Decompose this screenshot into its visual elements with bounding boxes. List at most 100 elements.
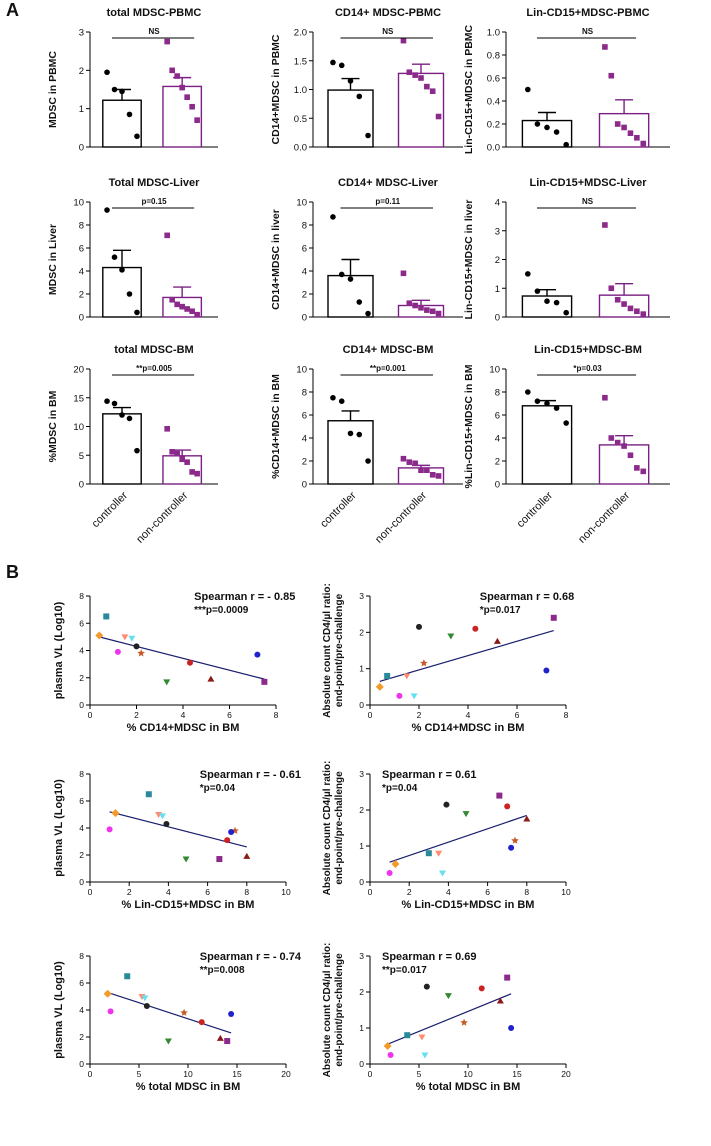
data-point: [406, 69, 413, 76]
significance-label: NS: [382, 27, 394, 36]
y-tick-label: 1.0: [294, 85, 307, 96]
data-point: [338, 271, 345, 278]
y-axis-label: %Lin-CD15+MDSC in BM: [463, 364, 475, 488]
y-tick-label: 8: [79, 591, 84, 601]
chart-title: CD14+ MDSC-Liver: [338, 177, 439, 189]
y-tick-label: 4: [495, 198, 500, 209]
y-tick-label: 1.5: [294, 56, 307, 67]
data-point: [95, 631, 104, 640]
bar: [327, 89, 374, 148]
data-point: [330, 214, 336, 220]
bar: [598, 444, 650, 485]
y-tick-label: 4: [79, 1005, 84, 1015]
data-point: [216, 856, 223, 863]
y-tick-label: 2: [302, 290, 307, 301]
significance-label: *p=0.03: [573, 364, 602, 373]
data-point: [134, 133, 140, 140]
y-tick-label: 6: [302, 411, 307, 422]
y-axis-label: plasma VL (Log10): [53, 961, 65, 1059]
y-axis-label: %CD14+MDSC in BM: [270, 374, 282, 479]
y-tick-label: 2.0: [294, 28, 307, 39]
data-point: [164, 426, 170, 432]
bar-chart-5: CD14+ MDSC-Liver 0 2 4 6 8 10 CD14+MDSC in live…: [270, 177, 463, 324]
significance-label: **p=0.001: [370, 364, 406, 373]
x-tick-label: 2: [134, 710, 139, 720]
data-point: [602, 44, 608, 50]
data-point: [104, 207, 110, 213]
y-tick-label: 1: [495, 284, 500, 295]
data-point: [493, 637, 501, 644]
x-tick-label: controller: [515, 489, 556, 530]
data-point: [386, 870, 393, 876]
x-tick-label: 15: [512, 1069, 522, 1079]
data-point: [126, 415, 133, 422]
data-point: [182, 856, 190, 863]
data-point: [111, 400, 118, 407]
y-axis-label: Lin-CD15+MDSC in PBMC: [463, 24, 475, 154]
data-point: [563, 309, 569, 316]
data-point: [496, 997, 504, 1004]
data-point: [511, 836, 519, 844]
data-point: [228, 1011, 235, 1018]
x-tick-label: 8: [524, 887, 529, 897]
x-tick-label: non-controller: [134, 489, 190, 545]
data-point: [544, 400, 550, 407]
data-point: [169, 67, 175, 74]
data-point: [544, 298, 550, 304]
chart-title: Total MDSC-Liver: [109, 177, 201, 189]
y-tick-label: 0: [79, 700, 84, 710]
y-tick-label: 0: [79, 480, 84, 491]
y-tick-label: 15: [73, 393, 84, 404]
data-point: [180, 1008, 188, 1016]
x-tick-label: 15: [232, 1069, 242, 1079]
y-tick-label: 0.6: [487, 74, 500, 85]
y-tick-label: 0: [359, 877, 364, 887]
data-point: [435, 850, 443, 857]
data-point: [614, 439, 621, 446]
data-point: [189, 469, 195, 475]
p-value-label: ***p=0.0009: [194, 605, 249, 616]
data-point: [137, 649, 145, 657]
y-axis-label-line2: end-point/pre-challenge: [334, 593, 345, 707]
data-point: [462, 811, 470, 818]
significance-label: p=0.15: [142, 197, 168, 206]
y-axis-label-line2: end-point/pre-challenge: [334, 771, 345, 885]
x-tick-label: 8: [274, 710, 279, 720]
x-tick-label: 4: [181, 710, 186, 720]
p-value-label: *p=0.04: [382, 783, 418, 794]
data-point: [104, 398, 110, 405]
x-axis-label: % Lin-CD15+MDSC in BM: [122, 899, 255, 911]
data-point: [418, 1034, 426, 1041]
x-tick-label: 20: [281, 1069, 291, 1079]
x-tick-label: non-controller: [373, 489, 429, 545]
x-tick-label: non-controller: [576, 489, 632, 545]
data-point: [523, 815, 531, 822]
data-point: [478, 985, 485, 992]
bar-chart-7: total MDSC-BM 0 5 10 15 20 %MDSC in BM controll…: [47, 344, 218, 546]
data-point: [614, 121, 621, 127]
data-point: [447, 633, 455, 640]
scatter-chart-2: 0 1 2 3 0 2 4 6 8 % CD14+MDSC in BM Absolute count…: [322, 583, 574, 734]
p-value-label: **p=0.008: [200, 965, 245, 976]
data-point: [231, 826, 239, 834]
regression-line: [379, 629, 554, 682]
x-tick-label: controller: [318, 489, 359, 530]
x-axis-label: % CD14+MDSC in BM: [127, 722, 240, 734]
data-point: [602, 222, 608, 228]
y-axis-label-line2: end-point/pre-challenge: [334, 953, 345, 1067]
data-point: [525, 271, 531, 277]
chart-title: CD14+ MDSC-BM: [343, 344, 434, 356]
panel-label-a: A: [6, 0, 19, 20]
data-point: [365, 458, 371, 464]
data-point: [179, 84, 185, 91]
data-point: [525, 86, 531, 93]
data-point: [472, 625, 479, 632]
y-tick-label: 10: [296, 365, 307, 376]
data-point: [525, 389, 531, 395]
data-point: [106, 826, 113, 833]
data-point: [134, 309, 140, 316]
regression-line: [109, 811, 247, 848]
data-point: [174, 73, 180, 79]
x-axis-label: % Lin-CD15+MDSC in BM: [402, 899, 535, 911]
y-axis-label: MDSC in Liver: [47, 224, 59, 295]
